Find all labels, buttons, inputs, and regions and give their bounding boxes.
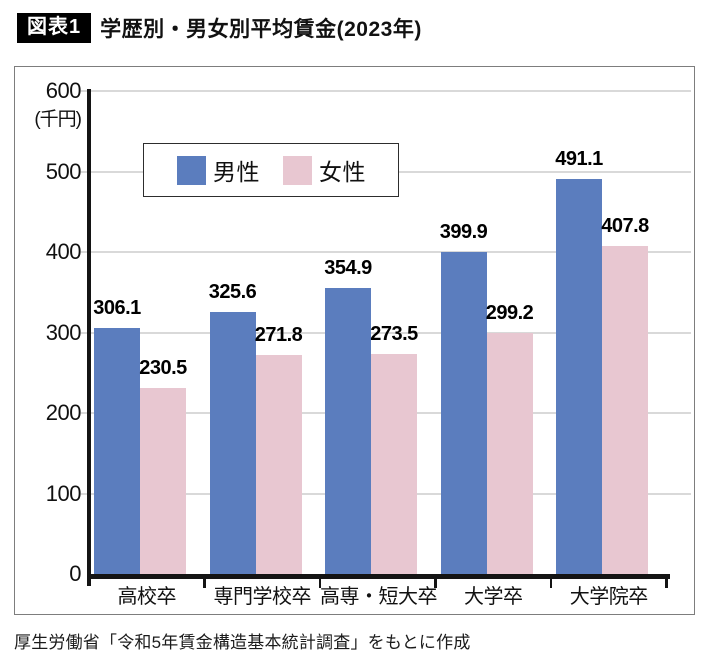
y-axis-line: [87, 89, 91, 586]
bar-male-4: [556, 178, 602, 574]
bar-value-female-4: 407.8: [601, 214, 649, 237]
bar-value-male-1: 325.6: [208, 280, 257, 303]
category-label-3: 大学卒: [464, 586, 523, 608]
bar-value-female-0: 230.5: [139, 357, 187, 380]
y-axis-label-0: 0: [69, 561, 81, 586]
y-axis-label-200: 200: [45, 400, 82, 425]
source-note: 厚生労働省「令和5年賃金構造基本統計調査」をもとに作成: [14, 633, 471, 652]
gridline-300: [81, 331, 691, 334]
chart-title: 学歴別・男女別平均賃金(2023年): [100, 18, 422, 41]
x-axis-tick-4: [549, 574, 552, 588]
figure-number-badge: 図表1: [17, 13, 92, 43]
bar-value-male-4: 491.1: [555, 147, 603, 170]
x-axis-line: [87, 574, 670, 579]
legend-label-male: 男性: [213, 159, 260, 185]
bar-value-male-3: 399.9: [439, 221, 488, 244]
category-label-2: 高専・短大卒: [320, 586, 437, 608]
y-axis-unit-label: (千円): [34, 109, 82, 130]
bar-female-1: [255, 355, 302, 574]
bar-male-3: [440, 252, 487, 574]
legend-swatch-female: [283, 155, 312, 185]
bar-female-0: [140, 388, 186, 574]
y-axis-label-600: 600: [45, 78, 82, 103]
x-axis-tick-2: [318, 574, 321, 588]
y-axis-label-400: 400: [45, 239, 82, 264]
category-label-4: 大学院卒: [569, 586, 648, 608]
bar-value-male-2: 354.9: [324, 257, 372, 280]
y-axis-label-500: 500: [45, 158, 82, 184]
chart-panel: 0 100 200 300 400 500 600 (千円) 306.1 230.5 高校卒 325.…: [14, 66, 695, 615]
bar-value-female-1: 271.8: [254, 324, 303, 347]
y-axis-label-100: 100: [45, 480, 82, 506]
x-axis-tick-3: [434, 574, 437, 588]
legend-label-female: 女性: [319, 159, 366, 185]
x-axis-tick-1: [203, 574, 206, 588]
bar-male-1: [209, 311, 256, 574]
chart-header: 図表1 学歴別・男女別平均賃金(2023年): [17, 13, 422, 43]
bar-male-0: [94, 327, 140, 574]
category-label-0: 高校卒: [117, 586, 177, 608]
bar-female-3: [486, 333, 533, 574]
legend-swatch-male: [177, 155, 206, 185]
bar-female-4: [602, 245, 648, 574]
bar-value-female-2: 273.5: [370, 322, 418, 345]
gridline-600: [81, 90, 691, 92]
bar-female-2: [371, 353, 417, 574]
legend: 男性 女性: [143, 143, 399, 197]
bar-value-female-3: 299.2: [485, 302, 534, 325]
bar-male-2: [325, 288, 371, 574]
y-axis-label-300: 300: [45, 319, 82, 345]
category-label-1: 専門学校卒: [213, 586, 312, 608]
x-axis-tick-5: [665, 574, 668, 588]
bar-value-male-0: 306.1: [93, 296, 141, 319]
gridline-400: [81, 251, 691, 253]
